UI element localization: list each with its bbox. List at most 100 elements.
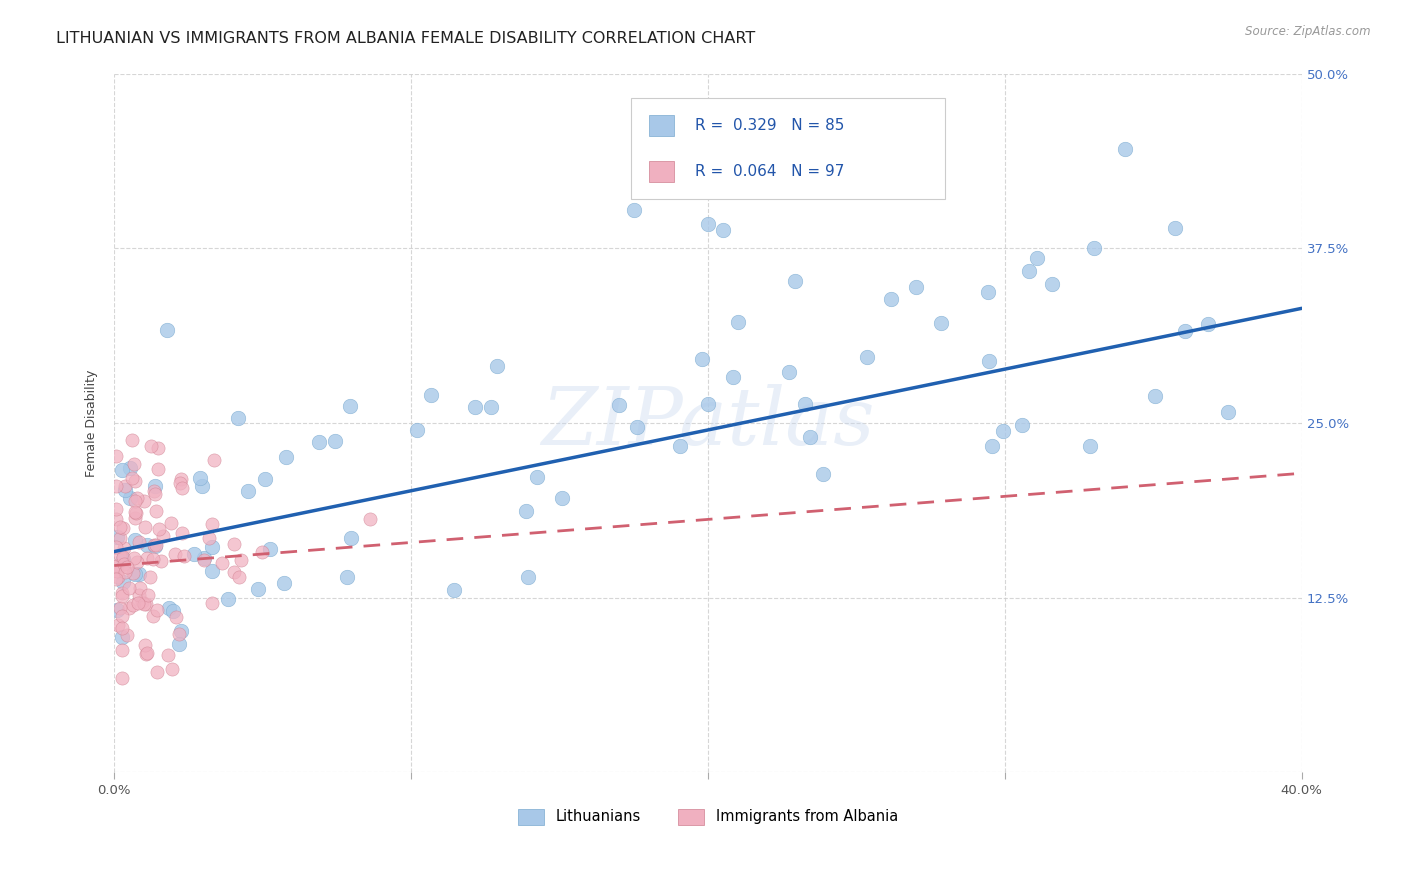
Point xyxy=(993,424,1015,438)
Point xyxy=(811,467,834,481)
Point xyxy=(104,541,127,555)
Point xyxy=(127,597,149,611)
Point xyxy=(486,359,509,373)
Point xyxy=(104,559,127,574)
Point xyxy=(143,539,166,553)
Point xyxy=(228,570,250,584)
Point xyxy=(799,430,821,444)
Point xyxy=(104,512,127,526)
Point xyxy=(253,473,276,487)
Text: LITHUANIAN VS IMMIGRANTS FROM ALBANIA FEMALE DISABILITY CORRELATION CHART: LITHUANIAN VS IMMIGRANTS FROM ALBANIA FE… xyxy=(56,31,755,46)
Point xyxy=(157,648,180,662)
Point xyxy=(339,399,361,413)
Point xyxy=(165,548,187,562)
Point xyxy=(160,516,183,530)
Point xyxy=(188,470,211,484)
Point xyxy=(340,531,363,545)
Point xyxy=(114,483,136,497)
Point xyxy=(124,475,146,489)
Point xyxy=(150,554,173,568)
Point xyxy=(143,479,166,493)
Point xyxy=(515,504,537,518)
Point xyxy=(173,549,195,564)
Point xyxy=(172,481,194,495)
Point xyxy=(112,549,135,564)
Point xyxy=(170,624,193,639)
Point xyxy=(105,531,128,545)
Text: R =  0.329   N = 85: R = 0.329 N = 85 xyxy=(695,119,845,134)
Point xyxy=(108,549,131,563)
Point xyxy=(880,292,903,306)
Point xyxy=(135,550,157,565)
Text: ZIPatlas: ZIPatlas xyxy=(541,384,875,462)
Point xyxy=(124,511,146,525)
Point xyxy=(128,589,150,603)
Point xyxy=(128,535,150,549)
Point xyxy=(117,582,139,596)
Point xyxy=(104,449,127,463)
Point xyxy=(273,576,295,591)
Point xyxy=(226,411,249,425)
Point xyxy=(1164,220,1187,235)
Bar xyxy=(648,115,673,136)
Point xyxy=(108,520,131,534)
Point xyxy=(105,559,128,574)
Point xyxy=(1216,405,1239,419)
Point xyxy=(170,472,193,486)
Point xyxy=(1025,251,1047,265)
Point xyxy=(118,601,141,615)
Point xyxy=(114,566,136,580)
Point xyxy=(142,483,165,498)
Point xyxy=(121,598,143,612)
Text: Source: ZipAtlas.com: Source: ZipAtlas.com xyxy=(1246,25,1371,38)
Bar xyxy=(648,161,673,182)
Point xyxy=(136,538,159,552)
Point xyxy=(115,628,138,642)
Point xyxy=(107,618,129,632)
Point xyxy=(222,565,245,579)
Point xyxy=(1198,317,1220,331)
Point xyxy=(139,570,162,584)
Point xyxy=(145,665,167,679)
Point xyxy=(981,439,1004,453)
Point xyxy=(136,647,159,661)
Point xyxy=(626,420,648,434)
Point xyxy=(114,479,136,493)
Point xyxy=(105,565,128,579)
Point xyxy=(697,218,720,232)
Point xyxy=(143,487,166,501)
Point xyxy=(526,470,548,484)
Text: R =  0.064   N = 97: R = 0.064 N = 97 xyxy=(695,164,845,179)
Point xyxy=(124,533,146,547)
Point xyxy=(111,609,134,624)
Point xyxy=(323,434,346,449)
Point xyxy=(111,589,134,603)
Point xyxy=(222,537,245,551)
Point xyxy=(669,439,692,453)
Point xyxy=(111,630,134,644)
Point xyxy=(165,610,187,624)
Point xyxy=(904,280,927,294)
Point xyxy=(111,586,134,600)
Point xyxy=(122,458,145,472)
Point xyxy=(929,316,952,330)
Point xyxy=(142,608,165,623)
Point xyxy=(107,569,129,583)
Point xyxy=(690,351,713,366)
Point xyxy=(976,285,998,300)
Point xyxy=(855,350,877,364)
Point xyxy=(783,274,806,288)
Point xyxy=(118,460,141,475)
Point xyxy=(1174,325,1197,339)
Point xyxy=(145,504,167,518)
Point xyxy=(138,588,160,602)
Point xyxy=(105,478,128,492)
Point xyxy=(131,594,153,608)
Point xyxy=(1144,389,1167,403)
Point xyxy=(1114,142,1136,156)
Point xyxy=(146,462,169,476)
Point xyxy=(125,491,148,505)
Point xyxy=(152,528,174,542)
Point xyxy=(121,433,143,447)
Point xyxy=(359,512,381,526)
